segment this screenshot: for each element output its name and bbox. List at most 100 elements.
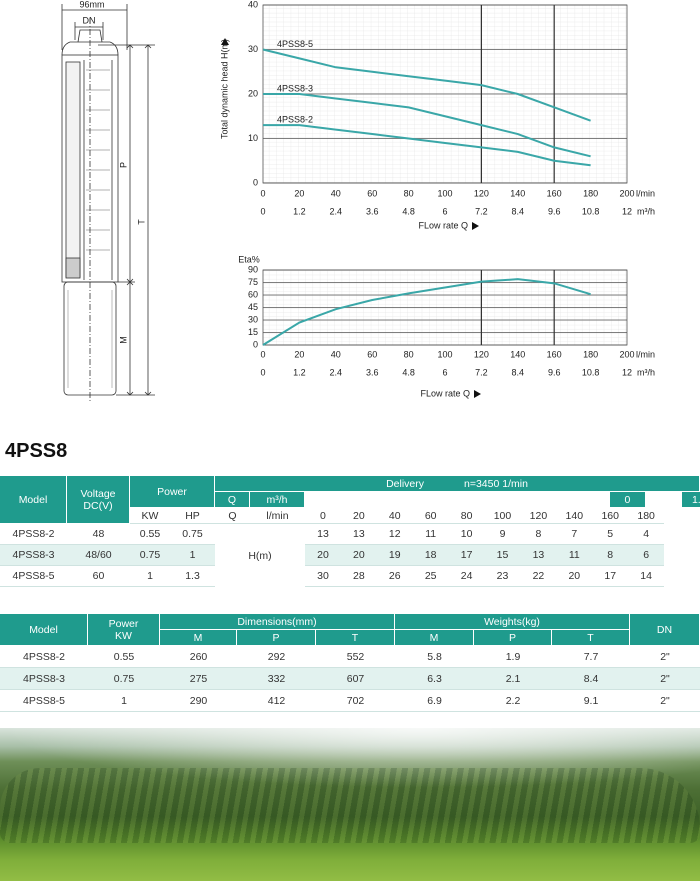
cell: 9 bbox=[484, 524, 521, 545]
cell: 1 bbox=[130, 566, 170, 587]
x-tick-label: 60 bbox=[367, 188, 377, 198]
cell: 1.9 bbox=[474, 646, 552, 668]
cell: 11 bbox=[412, 524, 449, 545]
title: 4PSS8 bbox=[5, 440, 68, 462]
x2-tick-label: 3.6 bbox=[366, 367, 379, 377]
x2-tick-label: 6 bbox=[442, 206, 447, 216]
series-label: 4PSS8-2 bbox=[277, 115, 313, 125]
header-cell: 80 bbox=[448, 508, 485, 524]
header-cell: DN bbox=[630, 614, 700, 646]
cell: 4PSS8-5 bbox=[0, 566, 67, 587]
cell: 1 bbox=[88, 690, 160, 712]
header-cell: Dimensions(mm) bbox=[160, 614, 395, 630]
x-tick-label: 80 bbox=[404, 349, 414, 359]
x-tick-label: 0 bbox=[260, 188, 265, 198]
pump-drawing bbox=[61, 4, 155, 402]
y-axis-label: Eta% bbox=[238, 254, 260, 264]
cell: 13 bbox=[520, 545, 557, 566]
arrow bbox=[221, 38, 229, 45]
cell: 0.55 bbox=[130, 524, 170, 545]
header-cell: Q bbox=[215, 508, 250, 524]
y-tick-label: 10 bbox=[248, 133, 258, 143]
cell: 6 bbox=[628, 545, 665, 566]
y-tick-label: 15 bbox=[248, 327, 258, 337]
x2-tick-label: 6 bbox=[442, 367, 447, 377]
x2-tick-label: 1.2 bbox=[293, 206, 306, 216]
cell: 17 bbox=[448, 545, 485, 566]
cell: 60 bbox=[67, 566, 130, 587]
cell: 13 bbox=[305, 524, 341, 545]
cell: 14 bbox=[628, 566, 665, 587]
cell: 4PSS8-3 bbox=[0, 668, 88, 690]
dim-label: M bbox=[118, 336, 128, 344]
cell: 19 bbox=[376, 545, 413, 566]
x2-tick-label: 7.2 bbox=[475, 367, 488, 377]
y-tick-label: 75 bbox=[248, 277, 258, 287]
cell: 260 bbox=[160, 646, 237, 668]
x2-tick-label: 9.6 bbox=[548, 367, 561, 377]
x-unit: l/min bbox=[636, 349, 655, 359]
x-tick-label: 180 bbox=[583, 188, 598, 198]
header-cell: 180 bbox=[628, 508, 665, 524]
x-unit: l/min bbox=[636, 188, 655, 198]
x2-tick-label: 0 bbox=[260, 206, 265, 216]
cell: 1.3 bbox=[170, 566, 215, 587]
cell: 15 bbox=[484, 545, 521, 566]
header-cell: 60 bbox=[412, 508, 449, 524]
cell: 17 bbox=[592, 566, 629, 587]
cell: 48/60 bbox=[67, 545, 130, 566]
cell: 552 bbox=[316, 646, 395, 668]
series-label: 4PSS8-5 bbox=[277, 39, 313, 49]
cell: 24 bbox=[448, 566, 485, 587]
header-text: Delivery bbox=[386, 477, 424, 490]
cell: 4 bbox=[628, 524, 665, 545]
cell: 7 bbox=[556, 524, 593, 545]
header-cell: T bbox=[316, 630, 395, 646]
curve bbox=[262, 48, 591, 122]
x-axis-label: FLow rate Q bbox=[420, 388, 470, 398]
header-cell: 40 bbox=[376, 508, 413, 524]
dim-label: P bbox=[118, 162, 128, 168]
cell: 412 bbox=[237, 690, 316, 712]
header-cell: 20 bbox=[340, 508, 377, 524]
x2-tick-label: 1.2 bbox=[293, 367, 306, 377]
curve bbox=[263, 93, 591, 158]
header-cell: l/min bbox=[250, 508, 305, 524]
header-cell: Power bbox=[130, 476, 215, 508]
header-cell: KW bbox=[130, 508, 170, 524]
header-cell: Power KW bbox=[88, 614, 160, 646]
cell: 4PSS8-2 bbox=[0, 524, 67, 545]
cell: 2.1 bbox=[474, 668, 552, 690]
cell: 20 bbox=[556, 566, 593, 587]
cell: 26 bbox=[376, 566, 413, 587]
cell: 20 bbox=[305, 545, 341, 566]
cell: 4PSS8-2 bbox=[0, 646, 88, 668]
header-text: n=3450 1/min bbox=[464, 477, 528, 490]
x2-tick-label: 10.8 bbox=[582, 206, 600, 216]
cell: 4PSS8-5 bbox=[0, 690, 88, 712]
dim-label: T bbox=[136, 219, 146, 225]
x2-tick-label: 4.8 bbox=[402, 367, 415, 377]
header-cell: M bbox=[160, 630, 237, 646]
row-label: H(m) bbox=[248, 549, 272, 562]
header-text: KW bbox=[115, 629, 132, 642]
cell: 290 bbox=[160, 690, 237, 712]
header-cell: P bbox=[237, 630, 316, 646]
header-cell: P bbox=[474, 630, 552, 646]
cell: 292 bbox=[237, 646, 316, 668]
arrow bbox=[474, 390, 481, 398]
header-cell: Voltage DC(V) bbox=[67, 476, 130, 524]
y-tick-label: 0 bbox=[253, 177, 258, 187]
x2-unit: m³/h bbox=[637, 367, 655, 377]
x-tick-label: 100 bbox=[437, 188, 452, 198]
x-tick-label: 180 bbox=[583, 349, 598, 359]
cell: 332 bbox=[237, 668, 316, 690]
x2-tick-label: 8.4 bbox=[512, 367, 525, 377]
header-cell: 0 bbox=[610, 492, 646, 508]
cell: 8 bbox=[520, 524, 557, 545]
x2-tick-label: 7.2 bbox=[475, 206, 488, 216]
cell: 0.75 bbox=[170, 524, 215, 545]
x-tick-label: 200 bbox=[619, 188, 634, 198]
